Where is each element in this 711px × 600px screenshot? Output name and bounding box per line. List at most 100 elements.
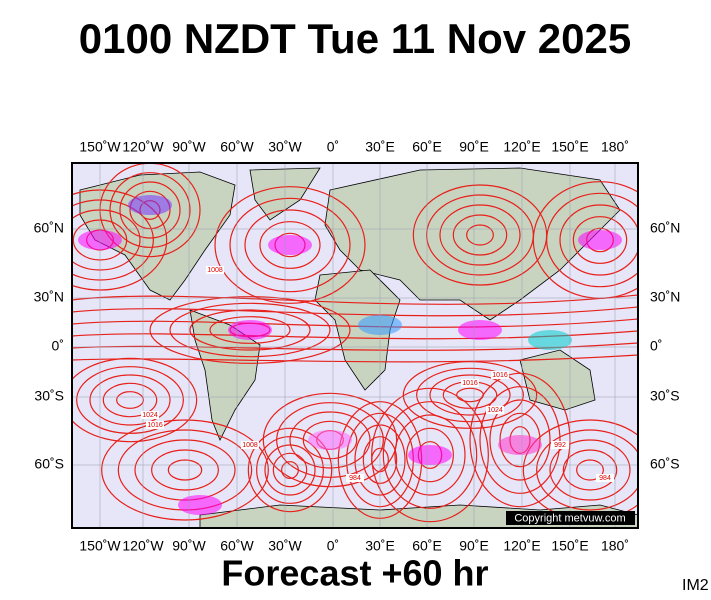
lon-label-bottom: 0˚ bbox=[327, 538, 339, 554]
lon-label-bottom: 60˚W bbox=[220, 538, 254, 554]
lon-label-top: 90˚W bbox=[172, 139, 206, 155]
precip-area bbox=[408, 445, 452, 465]
isobar-label-bg bbox=[486, 406, 504, 414]
isobar bbox=[244, 209, 336, 281]
precip-area bbox=[498, 435, 542, 455]
isobar bbox=[479, 386, 561, 494]
lon-label-top: 120˚W bbox=[122, 139, 164, 155]
lat-label-right: 30˚N bbox=[650, 289, 680, 305]
lon-label-top: 60˚E bbox=[412, 139, 442, 155]
lon-label-bottom: 120˚E bbox=[503, 538, 540, 554]
isobar bbox=[276, 402, 384, 478]
isobar bbox=[72, 354, 638, 363]
isobar bbox=[116, 391, 144, 409]
isobar-labels: 1016 1008 1024 1016 984 1008 1016 1024 992 984 bbox=[141, 266, 614, 482]
lat-label-left: 60˚S bbox=[34, 456, 64, 472]
isobar bbox=[151, 449, 219, 491]
caption: Forecast +60 hr bbox=[221, 553, 488, 594]
isobar-label: 1008 bbox=[242, 442, 258, 449]
map-frame bbox=[71, 162, 639, 529]
lon-label-bottom: 30˚W bbox=[268, 538, 302, 554]
isobar-label-bg bbox=[461, 379, 479, 387]
isobar bbox=[259, 221, 321, 269]
lon-label-top: 150˚E bbox=[551, 139, 588, 155]
map: 1016 1008 1024 1016 984 1008 1016 1024 992 984 Co… bbox=[72, 163, 638, 528]
isobar bbox=[466, 224, 494, 246]
isobar-label: 1016 bbox=[492, 372, 508, 379]
isobar bbox=[109, 172, 191, 248]
lon-label-top: 180˚ bbox=[601, 139, 629, 155]
isobar-label-bg bbox=[346, 474, 364, 482]
isobar bbox=[72, 306, 638, 317]
isobar bbox=[89, 374, 171, 426]
lon-label-bottom: 180˚ bbox=[601, 538, 629, 554]
isobar bbox=[247, 427, 333, 513]
precip-area bbox=[228, 320, 272, 340]
precip-area bbox=[578, 230, 622, 250]
lat-label-left: 30˚N bbox=[34, 289, 64, 305]
lon-label-top: 120˚E bbox=[503, 139, 540, 155]
lat-label-right: 30˚S bbox=[650, 388, 680, 404]
isobar bbox=[406, 427, 454, 483]
isobar bbox=[209, 316, 291, 344]
isobar-label-bg bbox=[241, 441, 259, 449]
isobar bbox=[289, 411, 371, 469]
isobar bbox=[214, 186, 366, 304]
isobar bbox=[371, 387, 489, 523]
precip-area bbox=[128, 195, 172, 215]
isobar bbox=[129, 190, 171, 230]
lat-label-right: 60˚N bbox=[650, 220, 680, 236]
lat-label-left: 0˚ bbox=[52, 338, 64, 354]
isobar bbox=[262, 392, 398, 488]
isobar-label: 1016 bbox=[147, 422, 163, 429]
isobar bbox=[456, 387, 484, 403]
isobar bbox=[189, 309, 311, 351]
lon-label-bottom: 150˚E bbox=[551, 538, 588, 554]
lon-label-bottom: 90˚E bbox=[459, 538, 489, 554]
isobar bbox=[256, 436, 324, 504]
precip-area bbox=[178, 495, 222, 515]
graticule bbox=[72, 163, 638, 528]
isobar bbox=[76, 366, 184, 434]
title: 0100 NZDT Tue 11 Nov 2025 bbox=[79, 15, 631, 62]
isobar-label-bg bbox=[146, 421, 164, 429]
isobar bbox=[489, 399, 551, 481]
isobar bbox=[559, 204, 638, 276]
isobar bbox=[169, 302, 331, 358]
lat-label-left: 30˚S bbox=[34, 388, 64, 404]
isobar-label-bg bbox=[491, 371, 509, 379]
isobar bbox=[499, 412, 541, 468]
isobar-label-bg bbox=[596, 474, 614, 482]
isobar bbox=[382, 401, 478, 509]
isobar bbox=[572, 216, 628, 264]
isobar-label: 984 bbox=[599, 475, 611, 482]
copyright: Copyright metvuw.com bbox=[514, 512, 625, 524]
isobar bbox=[416, 367, 524, 423]
isobar-label: 1008 bbox=[207, 267, 223, 274]
lon-label-top: 0˚ bbox=[327, 139, 339, 155]
lon-label-top: 60˚W bbox=[220, 139, 254, 155]
isobar-label: 984 bbox=[349, 475, 361, 482]
lon-label-top: 150˚W bbox=[79, 139, 121, 155]
isobar-label-bg bbox=[206, 266, 224, 274]
isobar bbox=[72, 294, 638, 305]
lon-label-top: 90˚E bbox=[459, 139, 489, 155]
isobar-label: 1016 bbox=[462, 380, 478, 387]
lat-label-right: 0˚ bbox=[650, 338, 662, 354]
lon-label-bottom: 150˚W bbox=[79, 538, 121, 554]
copyright-box bbox=[506, 511, 635, 525]
isobar bbox=[576, 459, 604, 481]
lon-label-bottom: 30˚E bbox=[365, 538, 395, 554]
lon-label-top: 30˚E bbox=[365, 139, 395, 155]
isobar bbox=[101, 419, 269, 521]
isobar bbox=[452, 214, 508, 256]
lon-label-bottom: 90˚W bbox=[172, 538, 206, 554]
image-id: IM2 bbox=[682, 577, 709, 594]
precip-area bbox=[458, 320, 502, 340]
isobar bbox=[264, 444, 316, 496]
isobar bbox=[72, 357, 198, 443]
lon-label-bottom: 60˚E bbox=[412, 538, 442, 554]
isobar bbox=[439, 204, 521, 266]
